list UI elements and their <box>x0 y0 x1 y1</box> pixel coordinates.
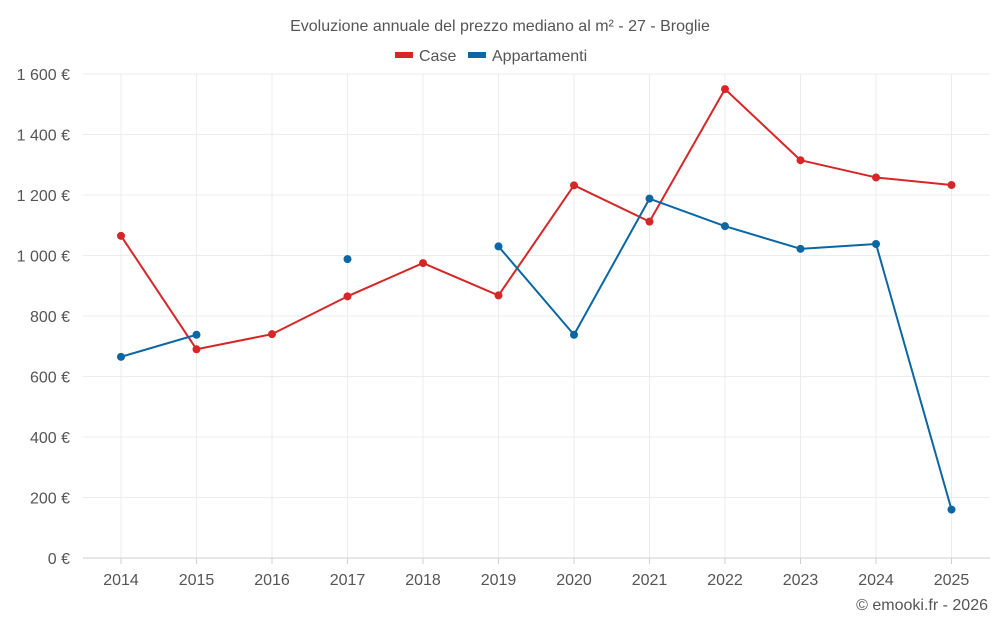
x-tick-label: 2020 <box>556 572 592 589</box>
x-tick-label: 2018 <box>405 572 441 589</box>
x-tick-label: 2024 <box>858 572 894 589</box>
gridlines <box>83 73 990 558</box>
data-point-appartamenti-2020[interactable] <box>570 330 578 339</box>
x-tick-label: 2016 <box>254 572 290 589</box>
credit-text: © emooki.fr - 2026 <box>856 597 988 614</box>
legend-swatch-appartamenti <box>468 52 486 58</box>
x-tick-label: 2023 <box>783 572 819 589</box>
data-point-appartamenti-2017[interactable] <box>343 255 352 264</box>
legend-label-case: Case <box>419 48 456 65</box>
data-point-appartamenti-2021[interactable] <box>645 194 654 203</box>
series-layer <box>117 85 956 514</box>
data-point-appartamenti-2022[interactable] <box>721 222 729 231</box>
legend[interactable]: Case Appartamenti <box>395 48 587 65</box>
data-point-case-2016[interactable] <box>268 330 276 339</box>
data-point-case-2021[interactable] <box>645 217 654 226</box>
data-point-case-2022[interactable] <box>721 85 729 94</box>
data-point-case-2014[interactable] <box>117 231 125 240</box>
y-tick-label: 1 600 € <box>17 67 70 84</box>
legend-swatch-case <box>395 52 413 58</box>
data-point-case-2019[interactable] <box>494 291 503 300</box>
series-line-appartamenti <box>120 197 953 510</box>
y-tick-label: 400 € <box>30 430 70 447</box>
data-point-appartamenti-2024[interactable] <box>872 240 880 249</box>
x-tick-label: 2015 <box>179 572 215 589</box>
data-point-case-2023[interactable] <box>796 156 805 165</box>
series-case[interactable] <box>117 85 956 354</box>
series-line-case <box>120 88 952 351</box>
data-point-appartamenti-2023[interactable] <box>796 244 805 253</box>
y-tick-label: 1 000 € <box>17 249 70 266</box>
data-point-case-2017[interactable] <box>343 292 352 301</box>
data-point-case-2018[interactable] <box>419 259 427 268</box>
data-point-case-2015[interactable] <box>192 345 201 354</box>
data-point-appartamenti-2014[interactable] <box>117 352 125 361</box>
legend-item-case[interactable]: Case <box>395 48 456 65</box>
y-tick-label: 1 400 € <box>17 128 70 145</box>
data-point-appartamenti-2019[interactable] <box>494 242 503 251</box>
x-tick-label: 2021 <box>632 572 668 589</box>
y-tick-label: 800 € <box>30 309 70 326</box>
x-tick-label: 2014 <box>103 572 139 589</box>
data-point-case-2025[interactable] <box>947 181 956 190</box>
x-tick-label: 2022 <box>707 572 743 589</box>
chart-title: Evoluzione annuale del prezzo mediano al… <box>290 18 710 35</box>
x-tick-label: 2025 <box>934 572 970 589</box>
x-axis-ticks: 2014 2015 2016 2017 2018 2019 2020 2021 2022 2023… <box>103 558 969 589</box>
y-tick-label: 0 € <box>48 551 70 568</box>
y-tick-label: 600 € <box>30 370 70 387</box>
data-point-case-2024[interactable] <box>872 173 880 182</box>
legend-item-appartamenti[interactable]: Appartamenti <box>468 48 587 65</box>
legend-label-appartamenti: Appartamenti <box>492 48 587 65</box>
x-tick-label: 2019 <box>481 572 517 589</box>
y-axis-ticks: 0 € 200 € 400 € 600 € 800 € 1 000 € 1 200 € 1 4… <box>17 67 70 568</box>
data-point-appartamenti-2015[interactable] <box>192 330 201 339</box>
series-appartamenti[interactable] <box>117 194 956 514</box>
data-point-appartamenti-2025[interactable] <box>947 505 956 514</box>
x-tick-label: 2017 <box>330 572 366 589</box>
y-tick-label: 1 200 € <box>17 188 70 205</box>
data-point-case-2020[interactable] <box>570 181 578 190</box>
y-tick-label: 200 € <box>30 491 70 508</box>
